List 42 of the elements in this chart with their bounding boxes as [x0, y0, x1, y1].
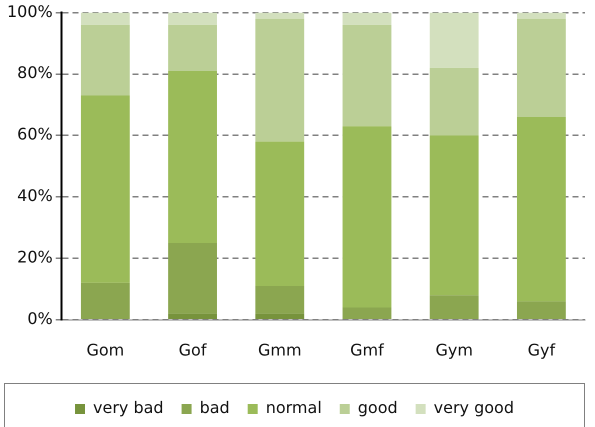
bar [168, 24, 217, 71]
x-tick-label: Gyf [528, 340, 556, 360]
x-tick-label: Gym [435, 340, 473, 360]
x-tick-label: Gmm [258, 340, 302, 360]
bar [516, 12, 566, 19]
legend-label: good [358, 398, 398, 418]
bar [80, 24, 130, 96]
bar [255, 18, 304, 142]
x-tick-label: Gmf [350, 340, 384, 360]
bar [255, 314, 304, 320]
y-tick-label: 20% [17, 248, 53, 267]
bar [80, 96, 130, 283]
y-tick-label: 0% [27, 308, 53, 328]
legend-label: very good [434, 398, 514, 418]
x-tick-label: Gom [86, 340, 124, 360]
bar [342, 24, 392, 126]
bar [430, 135, 479, 296]
bar [168, 314, 217, 320]
bar [255, 142, 304, 286]
bar [430, 68, 479, 136]
bar [255, 286, 304, 314]
bar [516, 117, 566, 302]
bar [168, 70, 217, 243]
legend-label: very bad [93, 398, 164, 418]
bar [516, 301, 566, 320]
bar [168, 12, 217, 25]
x-tick-label: Gof [178, 340, 207, 360]
y-tick-label: 60% [17, 124, 53, 144]
bar [430, 295, 479, 320]
bar [516, 18, 566, 118]
bar [80, 12, 130, 25]
y-tick-label: 100% [6, 2, 53, 21]
y-tick-label: 40% [17, 186, 53, 206]
bar [342, 12, 392, 25]
bar [168, 243, 217, 314]
bar [342, 308, 392, 320]
bar [342, 126, 392, 308]
legend-label: normal [266, 398, 322, 418]
y-tick-label: 80% [17, 63, 53, 82]
bar [430, 12, 479, 68]
legend-label: bad [200, 398, 230, 418]
bar [80, 282, 130, 320]
